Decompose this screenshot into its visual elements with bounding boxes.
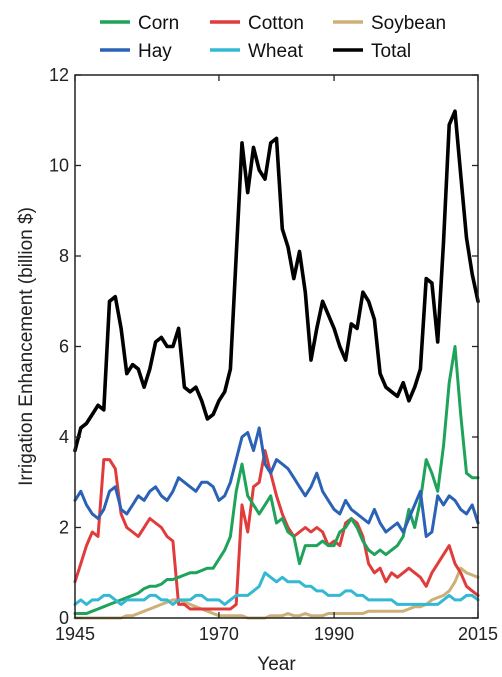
x-tick-label: 1990	[314, 624, 354, 644]
legend-label-cotton: Cotton	[248, 13, 304, 34]
legend-label-wheat: Wheat	[248, 41, 304, 62]
series-line-total	[75, 111, 478, 450]
x-tick-label: 1945	[55, 624, 95, 644]
legend-label-total: Total	[371, 41, 411, 62]
y-tick-label: 2	[59, 518, 69, 538]
series-line-cotton	[75, 451, 478, 609]
x-tick-label: 2015	[458, 624, 498, 644]
x-tick-label: 1970	[199, 624, 239, 644]
y-tick-label: 12	[49, 65, 69, 85]
legend-label-hay: Hay	[138, 41, 172, 62]
series-layer	[75, 111, 478, 618]
series-line-wheat	[75, 573, 478, 605]
y-tick-label: 8	[59, 246, 69, 266]
legend-label-soybean: Soybean	[371, 13, 446, 34]
x-axis-label: Year	[257, 654, 296, 675]
legend-label-corn: Corn	[138, 13, 179, 34]
y-axis-label: Irrigation Enhancement (billion $)	[16, 207, 37, 486]
legend: Corn Cotton Soybean Hay Wheat Total	[100, 13, 446, 62]
y-tick-label: 6	[59, 337, 69, 357]
y-tick-label: 10	[49, 156, 69, 176]
y-tick-label: 4	[59, 427, 69, 447]
